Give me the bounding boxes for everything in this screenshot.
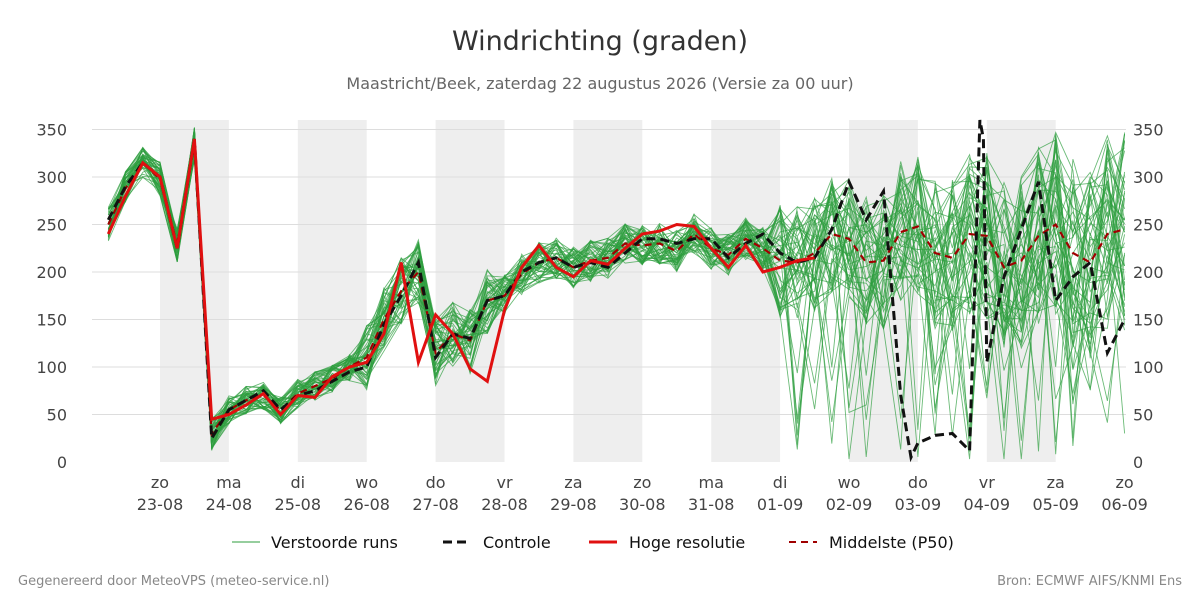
x-tick-dow: za: [1047, 473, 1065, 492]
x-tick-dow: za: [564, 473, 582, 492]
x-tick-dow: wo: [355, 473, 378, 492]
x-tick-date: 06-09: [1101, 495, 1148, 514]
y-tick-label: 350: [1133, 121, 1164, 140]
x-tick-date: 03-09: [895, 495, 942, 514]
x-tick-dow: zo: [1116, 473, 1134, 492]
x-tick-date: 26-08: [343, 495, 390, 514]
x-tick-date: 02-09: [826, 495, 873, 514]
day-band: [160, 120, 229, 462]
y-tick-label: 200: [36, 263, 67, 282]
x-tick-dow: vr: [979, 473, 995, 492]
y-tick-label: 50: [1133, 406, 1153, 425]
x-tick-dow: do: [908, 473, 928, 492]
legend: Verstoorde runs Controle Hoge resolutie …: [232, 533, 954, 552]
y-axis-left: 0 50 100 150 200 250 300 350: [36, 121, 67, 473]
ensemble-member-line: [107, 128, 1126, 450]
y-tick-label: 100: [1133, 358, 1164, 377]
median-line: [107, 143, 1125, 437]
x-tick-dow: zo: [151, 473, 169, 492]
high-resolution-line: [106, 138, 815, 422]
x-tick-dow: di: [773, 473, 788, 492]
y-axis-right: 0 50 100 150 200 250 300 350: [1133, 121, 1164, 473]
y-tick-label: 250: [36, 216, 67, 235]
day-band: [297, 120, 367, 462]
y-tick-label: 250: [1133, 216, 1164, 235]
y-tick-label: 300: [1133, 168, 1164, 187]
x-tick-date: 25-08: [275, 495, 322, 514]
x-tick-date: 27-08: [412, 495, 459, 514]
y-tick-label: 100: [36, 358, 67, 377]
x-tick-dow: vr: [496, 473, 512, 492]
x-tick-dow: do: [426, 473, 446, 492]
x-tick-date: 04-09: [964, 495, 1011, 514]
x-tick-date: 31-08: [688, 495, 735, 514]
y-tick-label: 150: [1133, 311, 1164, 330]
x-axis: zo 23-08 ma 24-08 di 25-08 wo 26-08 do 27-08 vr 28-…: [137, 473, 1148, 514]
x-tick-dow: wo: [838, 473, 861, 492]
footer-source: Bron: ECMWF AIFS/KNMI Ens: [997, 574, 1182, 589]
y-tick-label: 350: [36, 121, 67, 140]
y-tick-label: 150: [36, 311, 67, 330]
x-tick-date: 24-08: [206, 495, 253, 514]
y-tick-label: 0: [57, 453, 67, 472]
x-tick-dow: zo: [633, 473, 651, 492]
chart-subtitle: Maastricht/Beek, zaterdag 22 augustus 20…: [346, 74, 853, 93]
main-series: [106, 119, 1126, 463]
x-tick-date: 29-08: [550, 495, 597, 514]
legend-ensemble-label: Verstoorde runs: [271, 533, 398, 552]
ensemble-members: [107, 127, 1126, 460]
x-tick-date: 01-09: [757, 495, 804, 514]
x-tick-date: 30-08: [619, 495, 666, 514]
y-tick-label: 200: [1133, 263, 1164, 282]
y-tick-label: 300: [36, 168, 67, 187]
x-tick-dow: ma: [699, 473, 724, 492]
x-tick-dow: di: [290, 473, 305, 492]
day-band: [573, 120, 643, 462]
y-tick-label: 0: [1133, 453, 1143, 472]
legend-control-label: Controle: [483, 533, 551, 552]
x-tick-date: 05-09: [1032, 495, 1079, 514]
legend-median-label: Middelste (P50): [829, 533, 954, 552]
day-band: [711, 120, 781, 462]
chart-title: Windrichting (graden): [452, 26, 748, 57]
x-tick-date: 23-08: [137, 495, 184, 514]
footer-generator: Gegenereerd door MeteoVPS (meteo-service…: [18, 574, 329, 589]
x-tick-dow: ma: [216, 473, 241, 492]
y-tick-label: 50: [47, 406, 67, 425]
control-line: [106, 119, 1126, 463]
legend-highres-label: Hoge resolutie: [629, 533, 745, 552]
x-tick-date: 28-08: [481, 495, 528, 514]
